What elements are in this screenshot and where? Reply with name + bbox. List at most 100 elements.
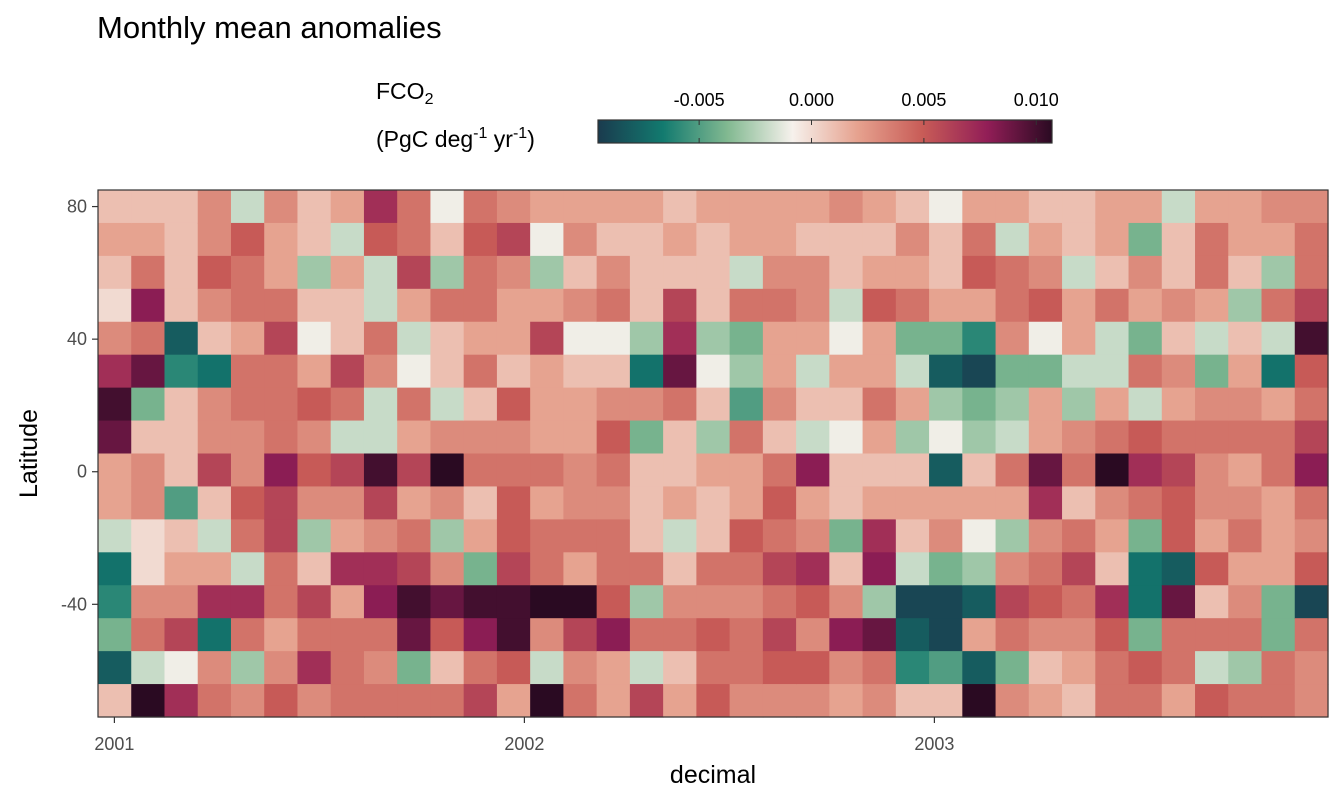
heatmap-cell	[131, 684, 166, 718]
heatmap-cell	[895, 190, 930, 224]
heatmap-cell	[430, 519, 465, 553]
heatmap-cell	[596, 387, 631, 422]
heatmap-cell	[895, 519, 930, 553]
heatmap-cell	[929, 288, 963, 323]
heatmap-cell	[995, 190, 1030, 224]
heatmap-cell	[363, 552, 398, 586]
heatmap-cell	[762, 552, 797, 586]
plot-panel-border	[97, 189, 1329, 718]
heatmap-cell	[297, 618, 332, 652]
heatmap-cell	[1195, 552, 1229, 586]
heatmap-cell	[862, 552, 897, 586]
colorbar-tick-label: 0.010	[1014, 90, 1059, 110]
heatmap-cell	[696, 255, 731, 290]
heatmap-cell	[829, 618, 864, 652]
heatmap-cell	[796, 321, 830, 356]
heatmap-cell	[1028, 552, 1063, 586]
heatmap-cell	[1128, 651, 1163, 685]
heatmap-cell	[463, 585, 498, 619]
heatmap-cell	[895, 486, 930, 520]
colorbar-border	[597, 119, 1053, 144]
heatmap-cell	[496, 519, 531, 553]
heatmap-cell	[1128, 684, 1163, 718]
heatmap-cell	[397, 453, 432, 488]
heatmap-cell	[230, 651, 265, 685]
heatmap-cell	[1195, 387, 1229, 422]
heatmap-cell	[563, 684, 598, 718]
heatmap-cell	[1294, 651, 1329, 685]
heatmap-cell	[563, 486, 598, 520]
heatmap-cell	[98, 519, 132, 553]
heatmap-cell	[995, 651, 1030, 685]
heatmap-cell	[929, 321, 963, 356]
heatmap-cell	[297, 222, 332, 257]
heatmap-cell	[1095, 552, 1130, 586]
heatmap-cell	[363, 585, 398, 619]
heatmap-cell	[330, 684, 365, 718]
heatmap-cell	[430, 486, 465, 520]
heatmap-cell	[363, 420, 398, 455]
heatmap-cell	[98, 321, 132, 356]
heatmap-cell	[962, 519, 997, 553]
heatmap-cell	[430, 255, 465, 290]
heatmap-cell	[363, 618, 398, 652]
heatmap-cell	[496, 255, 531, 290]
heatmap-cell	[1228, 486, 1263, 520]
heatmap-cell	[1228, 321, 1263, 356]
heatmap-cell	[762, 222, 797, 257]
heatmap-cell	[131, 519, 166, 553]
heatmap-cell	[729, 552, 764, 586]
axes: 2001 2002 2003 80 40 0 -40	[61, 197, 954, 754]
heatmap-cell	[895, 585, 930, 619]
heatmap-cell	[530, 453, 564, 488]
heatmap-cell	[463, 453, 498, 488]
heatmap-cell	[762, 585, 797, 619]
heatmap-cell	[1095, 618, 1130, 652]
heatmap-cell	[1028, 190, 1063, 224]
heatmap-cell	[1128, 387, 1163, 422]
heatmap-cell	[463, 618, 498, 652]
heatmap-cell	[829, 453, 864, 488]
heatmap-cell	[596, 453, 631, 488]
heatmap-cell	[397, 420, 432, 455]
heatmap-cell	[1062, 222, 1096, 257]
heatmap-cell	[929, 190, 963, 224]
heatmap-cell	[563, 321, 598, 356]
heatmap-cell	[164, 420, 199, 455]
heatmap-cell	[98, 354, 132, 389]
heatmap-cell	[1062, 387, 1096, 422]
heatmap-cell	[363, 354, 398, 389]
heatmap-cell	[131, 321, 166, 356]
heatmap-cell	[164, 519, 199, 553]
heatmap-cell	[330, 190, 365, 224]
heatmap-cell	[330, 585, 365, 619]
heatmap-cell	[98, 618, 132, 652]
heatmap-cell	[230, 222, 265, 257]
heatmap-cell	[596, 190, 631, 224]
colorbar: -0.005 0.000 0.005 0.010	[597, 90, 1059, 144]
heatmap-cell	[98, 190, 132, 224]
heatmap-cell	[397, 618, 432, 652]
heatmap-cell	[862, 585, 897, 619]
heatmap-cell	[131, 585, 166, 619]
legend-title-line2: (PgC deg-1 yr-1)	[376, 125, 535, 152]
heatmap-cell	[363, 321, 398, 356]
heatmap-cell	[131, 618, 166, 652]
heatmap-cell	[363, 255, 398, 290]
heatmap-cell	[363, 288, 398, 323]
y-tick-label: 0	[77, 462, 87, 482]
heatmap-cell	[1228, 387, 1263, 422]
heatmap-cell	[164, 190, 199, 224]
heatmap-cell	[330, 387, 365, 422]
heatmap-cell	[796, 453, 830, 488]
heatmap-cell	[995, 354, 1030, 389]
heatmap-cell	[962, 354, 997, 389]
heatmap-cell	[1028, 255, 1063, 290]
heatmap-cell	[1128, 453, 1163, 488]
heatmap-cell	[563, 255, 598, 290]
heatmap-cell	[397, 552, 432, 586]
heatmap-cell	[297, 190, 332, 224]
heatmap-cell	[663, 453, 697, 488]
heatmap-cell	[596, 420, 631, 455]
heatmap-cell	[962, 288, 997, 323]
